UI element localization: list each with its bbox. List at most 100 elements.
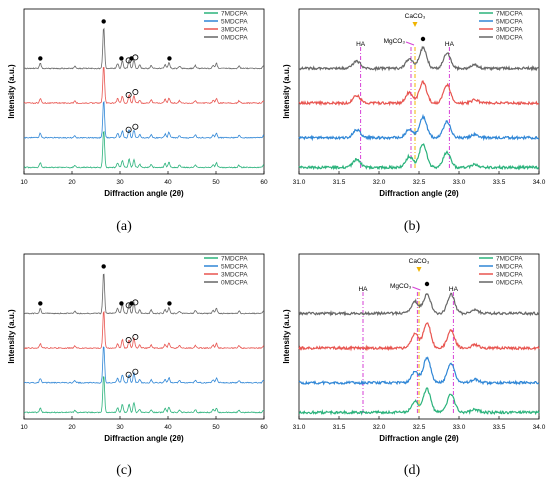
open-circle-marker	[132, 54, 139, 61]
open-circle-marker	[132, 123, 139, 130]
legend-label: 7MDCPA	[221, 256, 248, 263]
legend-label: 3MDCPA	[221, 27, 248, 34]
mgco3-arrow	[405, 41, 415, 46]
reference-label: HA	[358, 286, 368, 293]
y-axis-label: Intensity (a.u.)	[7, 64, 16, 119]
series-line-7MDCPA	[298, 142, 540, 171]
series-line-7MDCPA	[24, 376, 265, 414]
series-line-3MDCPA	[23, 310, 265, 350]
x-tick-label: 50	[212, 179, 220, 186]
open-circle-marker	[132, 334, 139, 341]
legend-label: 3MDCPA	[496, 272, 523, 279]
x-tick-label: 30	[116, 179, 124, 186]
x-tick-label: 32.0	[373, 424, 386, 431]
x-tick-label: 34.0	[533, 424, 546, 431]
y-axis-label: Intensity (a.u.)	[282, 309, 291, 364]
filled-dot-marker	[38, 56, 43, 61]
legend-label: 7MDCPA	[221, 11, 248, 18]
x-tick-label: 31.5	[333, 179, 346, 186]
series-line-3MDCPA	[298, 322, 540, 352]
legend-label: 3MDCPA	[496, 27, 523, 34]
reference-label: HA	[445, 41, 455, 48]
legend-label: 3MDCPA	[221, 272, 248, 279]
panel-b-chart: 31.0 31.5 32.0 32.5 33.0 33.5 34.0 Diffraction …	[282, 8, 546, 198]
x-tick-label: 32.5	[413, 179, 426, 186]
x-tick-label: 33.5	[493, 424, 506, 431]
open-circle-marker	[125, 371, 132, 378]
x-tick-label: 60	[260, 424, 268, 431]
legend-label: 5MDCPA	[221, 19, 248, 26]
x-tick-label: 31.0	[293, 424, 306, 431]
panel-a-chart: 10 20 30 40 50 60 Diffraction angle (2θ) Intens…	[7, 8, 268, 198]
series-line-5MDCPA	[23, 100, 265, 139]
reference-label: HA	[449, 286, 459, 293]
legend-label: 0MDCPA	[221, 35, 248, 42]
x-tick-label: 20	[68, 179, 76, 186]
series-line-7MDCPA	[23, 130, 265, 169]
filled-dot-marker	[101, 264, 106, 269]
filled-dot-marker	[38, 301, 43, 306]
legend-label: 7MDCPA	[496, 11, 523, 18]
x-tick-label: 10	[20, 424, 28, 431]
legend-label: 7MDCPA	[496, 256, 523, 263]
panel-d-chart: 31.0 31.5 32.0 32.5 33.0 33.5 34.0 Diffraction …	[282, 253, 546, 443]
series-line-0MDCPA	[23, 273, 265, 315]
x-axis-label: Diffraction angle (2θ)	[104, 434, 184, 443]
x-axis-label: Diffraction angle (2θ)	[104, 189, 184, 198]
legend-label: 5MDCPA	[496, 19, 523, 26]
caption-d: (d)	[403, 463, 421, 478]
legend-label: 0MDCPA	[496, 280, 523, 287]
x-tick-label: 60	[260, 179, 268, 186]
open-circle-marker	[125, 302, 132, 309]
series-line-7MDCPA	[298, 387, 540, 416]
reference-label: MgCO₃	[390, 283, 412, 290]
series-line-5MDCPA	[24, 346, 265, 384]
series-line-0MDCPA	[23, 27, 265, 70]
y-axis-label: Intensity (a.u.)	[282, 64, 291, 119]
x-tick-label: 20	[68, 424, 76, 431]
filled-dot-marker	[420, 36, 426, 42]
legend-label: 5MDCPA	[221, 264, 248, 271]
open-circle-marker	[125, 57, 132, 64]
caption-b: (b)	[403, 219, 421, 234]
series-line-5MDCPA	[298, 113, 539, 142]
x-axis-label: Diffraction angle (2θ)	[379, 189, 459, 198]
x-tick-label: 33.5	[493, 179, 506, 186]
filled-dot-marker	[119, 56, 124, 61]
series-line-3MDCPA	[23, 67, 265, 105]
x-tick-label: 32.0	[373, 179, 386, 186]
filled-dot-marker	[424, 281, 430, 287]
x-axis-label: Diffraction angle (2θ)	[379, 434, 459, 443]
open-circle-marker	[132, 299, 139, 306]
series-line-3MDCPA	[298, 80, 539, 107]
filled-dot-marker	[119, 301, 124, 306]
series-line-0MDCPA	[298, 45, 540, 72]
y-axis-label: Intensity (a.u.)	[7, 309, 16, 364]
panel-c-chart: 10 20 30 40 50 60 Diffraction angle (2θ) Intens…	[7, 253, 268, 443]
x-tick-label: 33.0	[453, 424, 466, 431]
open-circle-marker	[125, 337, 132, 344]
plot-frame	[23, 8, 265, 175]
x-tick-label: 50	[212, 424, 220, 431]
mgco3-arrow	[412, 286, 421, 291]
open-circle-marker	[132, 89, 139, 96]
open-circle-marker	[125, 92, 132, 99]
open-circle-marker	[132, 368, 139, 375]
legend-label: 5MDCPA	[496, 264, 523, 271]
reference-label: CaCO₃	[409, 258, 430, 265]
caco3-arrow	[416, 267, 422, 272]
x-tick-label: 33.0	[453, 179, 466, 186]
series-line-0MDCPA	[298, 292, 540, 317]
x-tick-label: 40	[164, 424, 172, 431]
caption-a: (a)	[116, 219, 132, 234]
caption-c: (c)	[116, 463, 132, 478]
plot-frame	[23, 253, 265, 420]
x-tick-label: 31.5	[333, 424, 346, 431]
legend-label: 0MDCPA	[221, 280, 248, 287]
x-tick-label: 31.0	[293, 179, 306, 186]
reference-label: HA	[356, 41, 366, 48]
x-tick-label: 10	[20, 179, 28, 186]
filled-dot-marker	[167, 56, 172, 61]
series-line-5MDCPA	[298, 356, 540, 386]
